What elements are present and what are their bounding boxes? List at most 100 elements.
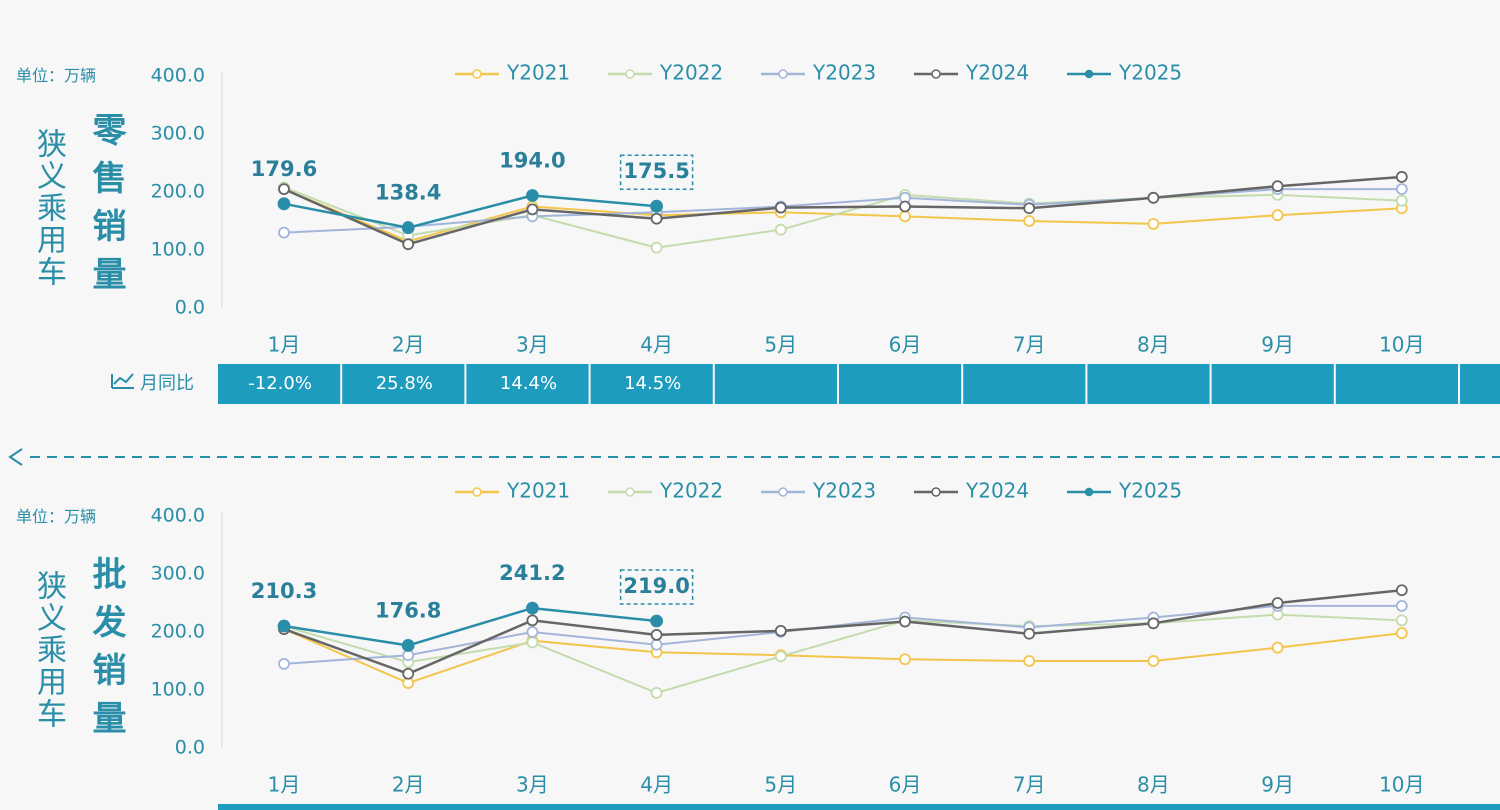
point — [402, 667, 415, 680]
point — [277, 619, 291, 633]
x-tick-label: 4月 — [640, 333, 673, 357]
x-tick-label: 7月 — [1013, 333, 1046, 357]
yoy-cell — [963, 364, 1086, 404]
x-tick-label: 10月 — [1379, 773, 1424, 797]
point — [526, 614, 539, 627]
yoy-value: -12.0% — [248, 373, 312, 394]
legend-marker — [778, 487, 788, 497]
x-tick-label: 4月 — [640, 773, 673, 797]
point — [650, 614, 663, 628]
legend-label: Y2023 — [812, 479, 876, 503]
legend-marker — [1084, 69, 1094, 79]
x-tick-label: 2月 — [392, 773, 425, 797]
chart-title: 批发销量 — [86, 556, 126, 748]
y-tick-label: 300.0 — [151, 563, 205, 585]
data-label: 219.0 — [623, 574, 689, 598]
point — [1023, 627, 1036, 640]
point — [774, 223, 787, 236]
series-line — [283, 628, 1402, 685]
series-line — [283, 175, 1402, 246]
side-title: 狭义乘用车 — [31, 570, 66, 730]
yoy-cell — [342, 364, 465, 404]
point — [1271, 209, 1284, 222]
x-tick-label: 5月 — [764, 333, 797, 357]
point — [277, 197, 291, 211]
data-label: 179.6 — [251, 157, 317, 181]
series-line — [283, 604, 1402, 665]
y-tick-label: 400.0 — [151, 505, 205, 527]
y-tick-label: 200.0 — [151, 181, 205, 203]
point — [1023, 655, 1036, 667]
data-label: 176.8 — [375, 598, 441, 622]
point — [1147, 617, 1160, 630]
legend-label: Y2023 — [812, 61, 876, 85]
y-tick-label: 100.0 — [151, 239, 205, 261]
legend-label: Y2025 — [1118, 479, 1182, 503]
legend-marker — [1084, 487, 1094, 497]
yoy-value: 14.5% — [624, 373, 681, 394]
point — [650, 629, 663, 641]
legend-label: Y2025 — [1118, 61, 1182, 85]
point — [899, 615, 911, 628]
series-line — [283, 613, 1402, 694]
yoy-cell — [1460, 364, 1500, 404]
point — [1395, 194, 1408, 207]
point — [526, 601, 539, 615]
point — [526, 636, 539, 649]
point — [774, 650, 787, 663]
x-tick-label: 3月 — [516, 333, 549, 357]
point — [1395, 584, 1408, 597]
legend-label: Y2021 — [506, 479, 570, 503]
x-tick-label: 1月 — [268, 333, 301, 357]
point — [899, 200, 911, 213]
legend-marker — [931, 69, 941, 79]
legend-marker — [931, 487, 941, 497]
point — [650, 241, 663, 254]
y-tick-label: 0.0 — [175, 737, 205, 759]
point — [526, 203, 539, 216]
point — [1147, 191, 1160, 204]
table-strip — [218, 804, 1500, 810]
x-tick-label: 6月 — [889, 773, 922, 797]
x-tick-label: 10月 — [1379, 333, 1424, 357]
legend-marker — [625, 487, 635, 497]
point — [1023, 215, 1036, 227]
point — [526, 626, 539, 638]
legend-marker — [472, 487, 482, 497]
point — [650, 212, 663, 225]
series-line — [283, 186, 1402, 249]
yoy-cell — [839, 364, 962, 404]
yoy-cell — [1211, 364, 1334, 404]
point — [650, 638, 663, 651]
point — [774, 624, 787, 637]
point — [899, 210, 911, 223]
unit-label: 单位：万辆 — [16, 66, 97, 85]
data-label: 175.5 — [623, 159, 689, 183]
legend-label: Y2022 — [659, 479, 723, 503]
legend-marker — [472, 69, 482, 79]
chart-title: 零售销量 — [86, 112, 126, 304]
point — [278, 183, 290, 196]
point — [1395, 614, 1408, 627]
label-box — [619, 569, 694, 605]
point — [1395, 183, 1408, 196]
point — [278, 226, 290, 239]
yoy-value: 14.4% — [500, 373, 557, 394]
point — [526, 189, 539, 202]
point — [650, 199, 663, 213]
point — [401, 639, 415, 652]
series-line — [283, 194, 657, 230]
y-tick-label: 200.0 — [151, 621, 205, 643]
trend-icon — [111, 373, 134, 389]
point — [1023, 202, 1036, 215]
unit-label: 单位：万辆 — [16, 507, 97, 526]
legend-label: Y2022 — [659, 61, 723, 85]
series-line — [283, 606, 657, 647]
x-tick-label: 2月 — [392, 333, 425, 357]
y-tick-label: 300.0 — [151, 123, 205, 145]
data-label: 241.2 — [499, 561, 565, 585]
x-tick-label: 8月 — [1137, 333, 1170, 357]
yoy-cell — [590, 364, 713, 404]
